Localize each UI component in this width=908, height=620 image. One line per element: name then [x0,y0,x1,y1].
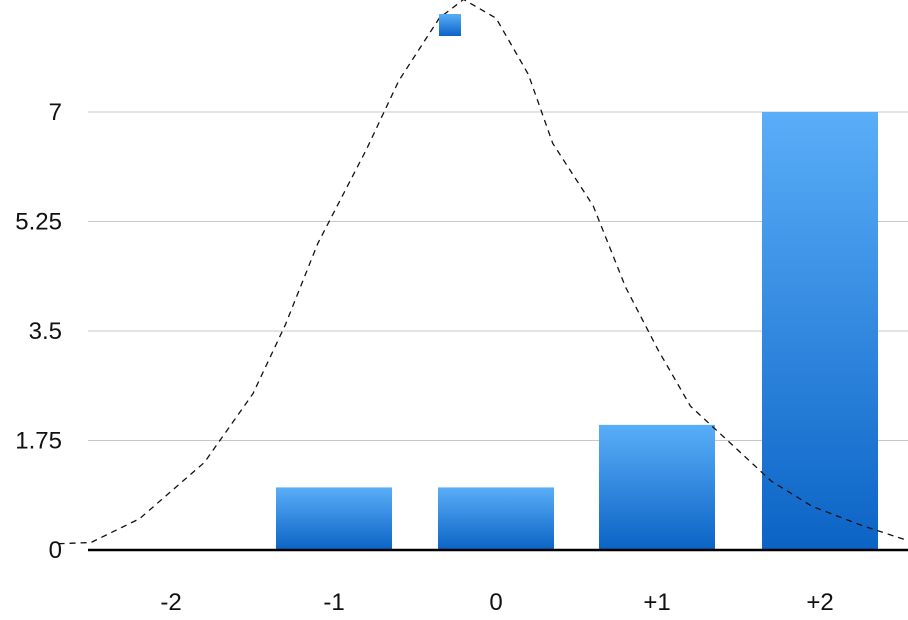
bars [276,112,878,550]
y-tick-label: 7 [49,99,62,126]
x-tick-labels: -2 -1 0 +1 +2 [160,589,833,616]
x-tick-label: +2 [806,589,833,616]
x-tick-label: -1 [323,589,344,616]
bar--1 [276,487,392,550]
y-tick-labels: 0 1.75 3.5 5.25 7 [15,99,62,564]
bar-+1 [599,424,715,550]
y-tick-label: 3.5 [29,318,62,345]
y-tick-label: 1.75 [15,428,62,455]
legend-swatch [439,14,461,36]
bar-0 [438,487,554,550]
y-tick-label: 5.25 [15,209,62,236]
legend [439,14,461,36]
x-tick-label: 0 [489,589,502,616]
bar-+2 [762,112,878,550]
y-tick-label: 0 [49,537,62,564]
x-tick-label: -2 [160,589,181,616]
x-tick-label: +1 [643,589,670,616]
